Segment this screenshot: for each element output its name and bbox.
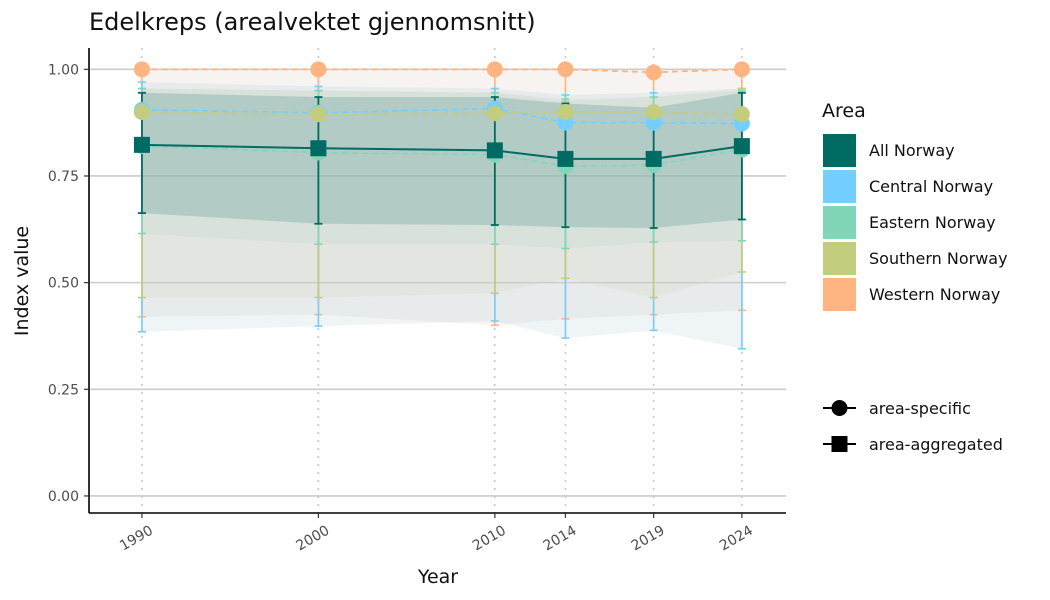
x-axis-title: Year bbox=[417, 566, 458, 588]
data-point-circle bbox=[486, 105, 503, 122]
data-point-circle bbox=[645, 64, 662, 81]
ribbon bbox=[141, 82, 742, 349]
ribbons bbox=[141, 69, 742, 349]
legend-shape-label: area-specific bbox=[869, 399, 971, 418]
series-lines bbox=[141, 68, 743, 168]
ribbon-tint bbox=[141, 69, 742, 326]
data-point-square bbox=[645, 150, 662, 167]
legend-key bbox=[823, 134, 856, 167]
legend-label: All Norway bbox=[869, 141, 955, 160]
data-point-square bbox=[557, 150, 574, 167]
legend: Area All Norway Central Norway Eastern Nor… bbox=[822, 100, 1008, 454]
data-point-circle bbox=[733, 106, 750, 123]
data-point-circle bbox=[645, 103, 662, 120]
x-tick-label: 2010 bbox=[470, 523, 509, 555]
chart-title: Edelkreps (arealvektet gjennomsnitt) bbox=[89, 8, 536, 36]
x-tick-label: 2019 bbox=[629, 523, 668, 555]
legend-label: Southern Norway bbox=[869, 249, 1008, 268]
legend-label: Eastern Norway bbox=[869, 213, 996, 232]
legend-key bbox=[823, 206, 856, 239]
legend-key bbox=[823, 170, 856, 203]
data-point-circle bbox=[733, 61, 750, 78]
y-axis-title: Index value bbox=[11, 226, 33, 336]
ribbon-tint bbox=[141, 82, 742, 349]
legend-shape-label: area-aggregated bbox=[869, 435, 1003, 454]
legend-shape-square bbox=[831, 436, 848, 452]
y-tick-label: 0.75 bbox=[48, 169, 79, 185]
data-point-square bbox=[486, 142, 503, 159]
data-point-circle bbox=[557, 61, 574, 78]
y-tick-label: 0.00 bbox=[48, 489, 79, 505]
series-points bbox=[133, 61, 750, 175]
data-point-circle bbox=[133, 103, 150, 120]
data-point-circle bbox=[133, 61, 150, 78]
data-point-square bbox=[133, 136, 150, 153]
legend-key bbox=[823, 278, 856, 311]
legend-title: Area bbox=[822, 100, 866, 122]
ribbon-tint bbox=[141, 88, 742, 249]
legend-shape-circle bbox=[831, 400, 848, 416]
ribbon bbox=[141, 69, 742, 326]
x-tick-label: 2024 bbox=[717, 523, 756, 555]
data-point-square bbox=[310, 140, 327, 157]
data-point-circle bbox=[486, 61, 503, 78]
data-point-circle bbox=[557, 103, 574, 120]
series-line bbox=[141, 143, 743, 160]
legend-key bbox=[823, 242, 856, 275]
x-tick-label: 2014 bbox=[541, 523, 580, 555]
data-point-square bbox=[733, 138, 750, 155]
ribbon-tint bbox=[141, 88, 742, 298]
x-tick-label: 1990 bbox=[117, 523, 156, 555]
ribbon bbox=[141, 92, 742, 229]
ribbon bbox=[141, 88, 742, 298]
data-point-circle bbox=[310, 106, 327, 123]
y-tick-label: 1.00 bbox=[48, 62, 79, 78]
y-tick-label: 0.50 bbox=[48, 276, 79, 292]
x-tick-label: 2000 bbox=[294, 523, 333, 555]
ribbon bbox=[141, 88, 742, 249]
legend-label: Central Norway bbox=[869, 177, 993, 196]
y-tick-label: 0.25 bbox=[48, 382, 79, 398]
legend-label: Western Norway bbox=[869, 285, 1000, 304]
data-point-circle bbox=[310, 61, 327, 78]
